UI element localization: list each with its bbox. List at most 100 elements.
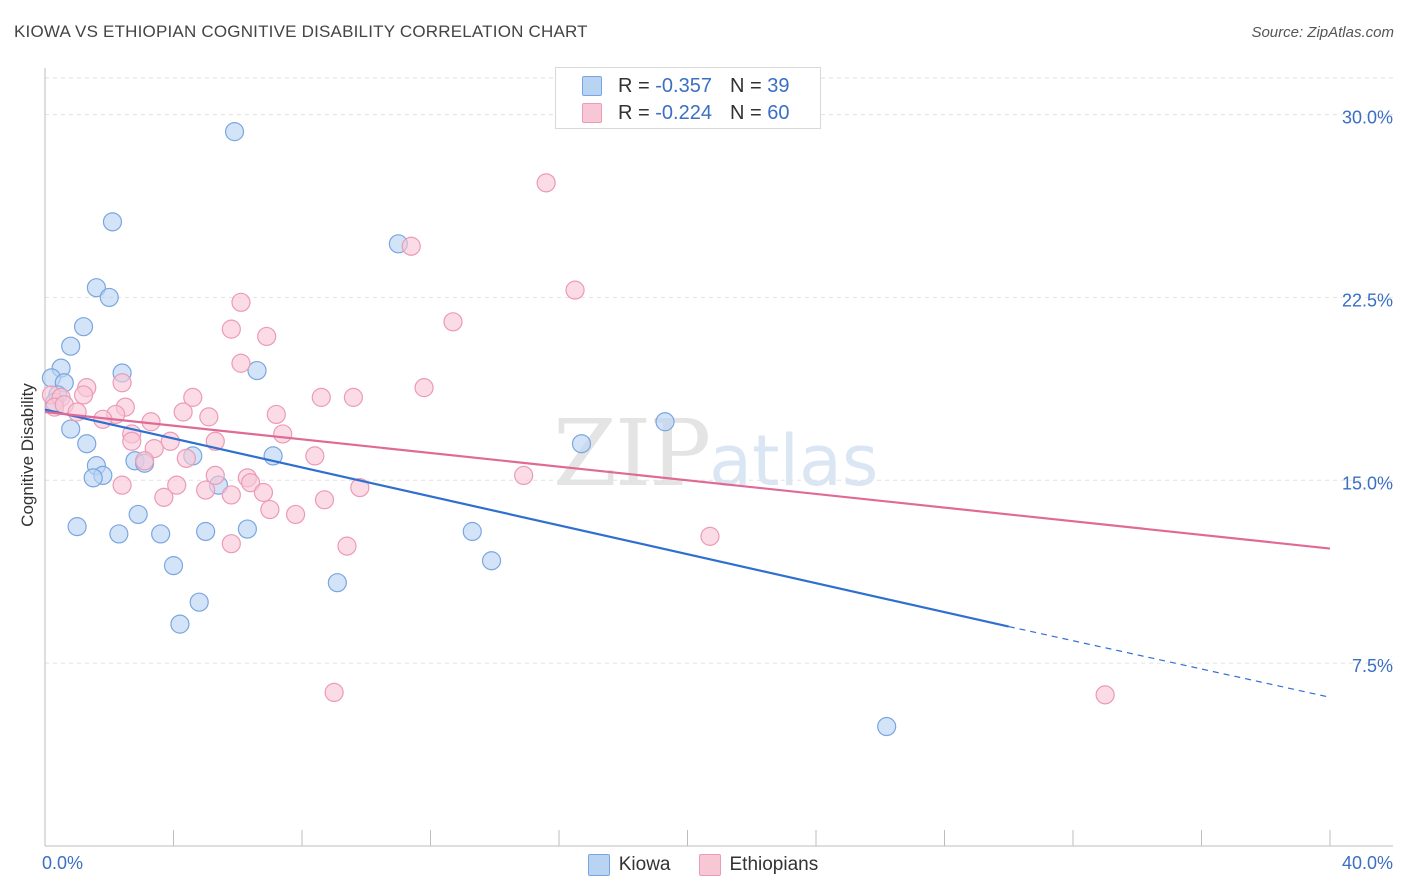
ethiopians-point <box>221 319 241 339</box>
ethiopians-point <box>231 353 251 373</box>
ethiopians-point <box>253 482 274 503</box>
kiowa-point <box>327 573 347 593</box>
ethiopians-point <box>401 236 421 256</box>
ethiopians-point <box>199 407 219 427</box>
ethiopians-point <box>134 451 155 471</box>
kiowa-point <box>77 434 97 454</box>
ethiopians-point <box>112 373 132 393</box>
ethiopians-r-label: R = <box>618 101 650 124</box>
ethiopians-n-value: 60 <box>767 101 790 124</box>
kiowa-n-value: 39 <box>767 74 790 97</box>
kiowa-point <box>61 419 81 439</box>
ethiopians-point <box>343 387 363 407</box>
x-tick-label: 40.0% <box>1342 853 1393 873</box>
ethiopians-point <box>167 475 187 495</box>
ethiopians-point <box>565 280 585 300</box>
kiowa-point <box>247 360 267 381</box>
kiowa-point <box>109 524 129 544</box>
kiowa-r-value: -0.357 <box>655 74 712 97</box>
kiowa-point <box>86 278 107 298</box>
ethiopians-point <box>260 499 280 520</box>
ethiopians-point <box>314 490 335 510</box>
y-tick-label: 15.0% <box>1342 473 1393 493</box>
legend-row-kiowa: R = -0.357 N = 39 <box>582 73 789 99</box>
ethiopians-point <box>350 478 370 498</box>
ethiopians-point <box>241 473 261 493</box>
ethiopians-r-value: -0.224 <box>655 101 712 124</box>
ethiopians-point <box>324 682 344 703</box>
watermark-atlas: atlas <box>709 420 879 502</box>
kiowa-legend-label: Kiowa <box>618 854 671 875</box>
ethiopians-point <box>1095 685 1115 705</box>
legend-item-ethiopians: Ethiopians <box>698 854 819 876</box>
ethiopians-legend-swatch <box>698 854 721 876</box>
kiowa-point <box>224 122 245 142</box>
kiowa-point <box>128 504 148 525</box>
kiowa-legend-swatch <box>587 854 610 876</box>
ethiopians-point <box>205 465 225 486</box>
ethiopians-point <box>73 385 94 405</box>
kiowa-trend-extension <box>1008 625 1331 698</box>
kiowa-point <box>571 434 592 454</box>
kiowa-swatch <box>582 76 602 96</box>
y-axis-label: Cognitive Disability <box>18 383 37 527</box>
kiowa-n-label: N = <box>729 74 762 97</box>
ethiopians-point <box>414 378 434 398</box>
ethiopians-point <box>536 173 556 193</box>
ethiopians-point <box>257 326 277 347</box>
ethiopians-point <box>122 431 142 451</box>
kiowa-point <box>99 287 119 308</box>
kiowa-point <box>102 212 123 232</box>
ethiopians-swatch <box>582 103 602 123</box>
series-legend: Kiowa Ethiopians <box>0 852 1406 878</box>
kiowa-point <box>237 519 257 539</box>
kiowa-point <box>196 521 216 542</box>
ethiopians-point <box>196 480 216 500</box>
ethiopians-n-label: N = <box>729 101 762 124</box>
kiowa-r-label: R = <box>618 74 650 97</box>
kiowa-point <box>67 517 87 537</box>
ethiopians-point <box>160 431 180 451</box>
legend-item-kiowa: Kiowa <box>587 854 671 876</box>
chart-title: KIOWA VS ETHIOPIAN COGNITIVE DISABILITY … <box>14 22 588 41</box>
ethiopians-point <box>154 487 174 507</box>
ethiopians-point <box>514 465 534 486</box>
ethiopians-trend-line <box>44 410 1331 550</box>
correlation-legend: R = -0.357 N = 39 R = -0.224 N = 60 <box>555 67 821 129</box>
ethiopians-point <box>173 402 193 422</box>
kiowa-point <box>481 551 502 571</box>
ethiopians-point <box>183 387 203 407</box>
kiowa-point <box>170 614 190 634</box>
ethiopians-point <box>311 387 331 407</box>
ethiopians-point <box>273 424 293 444</box>
kiowa-point <box>73 317 94 337</box>
kiowa-point <box>655 412 675 432</box>
kiowa-point <box>151 524 171 544</box>
ethiopians-point <box>176 448 196 468</box>
ethiopians-point <box>221 485 241 505</box>
ethiopians-point <box>112 475 132 495</box>
kiowa-trend-line <box>44 408 1009 628</box>
kiowa-point <box>877 716 897 737</box>
kiowa-point <box>462 521 482 542</box>
kiowa-point <box>163 556 184 576</box>
ethiopians-point <box>443 312 463 332</box>
x-tick-label: 0.0% <box>42 853 83 873</box>
kiowa-point <box>61 336 81 356</box>
y-tick-label: 30.0% <box>1342 108 1393 128</box>
ethiopians-point <box>221 534 241 554</box>
kiowa-point <box>189 592 209 612</box>
y-tick-label: 7.5% <box>1352 656 1393 676</box>
zipatlas-watermark: ZIPatlas <box>553 400 878 507</box>
ethiopians-point <box>266 404 286 425</box>
source-label: Source: ZipAtlas.com <box>1251 24 1394 41</box>
ethiopians-legend-label: Ethiopians <box>729 854 819 875</box>
ethiopians-point <box>337 536 357 556</box>
y-tick-label: 22.5% <box>1342 290 1393 310</box>
legend-row-ethiopians: R = -0.224 N = 60 <box>582 100 789 126</box>
ethiopians-point <box>305 446 325 466</box>
ethiopians-point <box>231 292 251 312</box>
ethiopians-point <box>700 526 720 546</box>
ethiopians-point <box>285 504 306 525</box>
